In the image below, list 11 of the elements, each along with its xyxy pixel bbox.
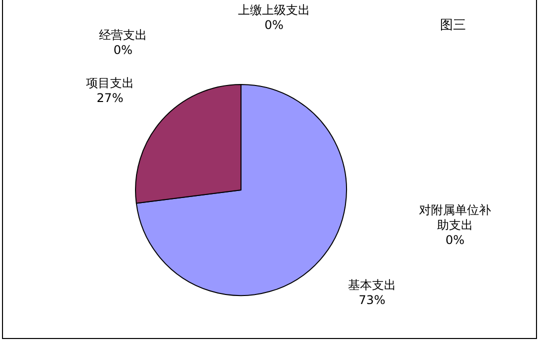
text: 0% [264, 18, 284, 32]
category-label: 上缴上级支出 [238, 3, 310, 18]
slice-label: 基本支出 [348, 278, 396, 292]
data-label: 73% [358, 293, 386, 308]
category-label: 对附属单位补助支出 [419, 203, 491, 232]
slice-label: 项目支出 [86, 76, 134, 90]
text: 0% [113, 43, 133, 58]
data-label: 27% [96, 91, 124, 106]
category-label: 经营支出 [99, 28, 147, 42]
text: 0% [445, 233, 465, 248]
text: 图三 [440, 17, 466, 34]
